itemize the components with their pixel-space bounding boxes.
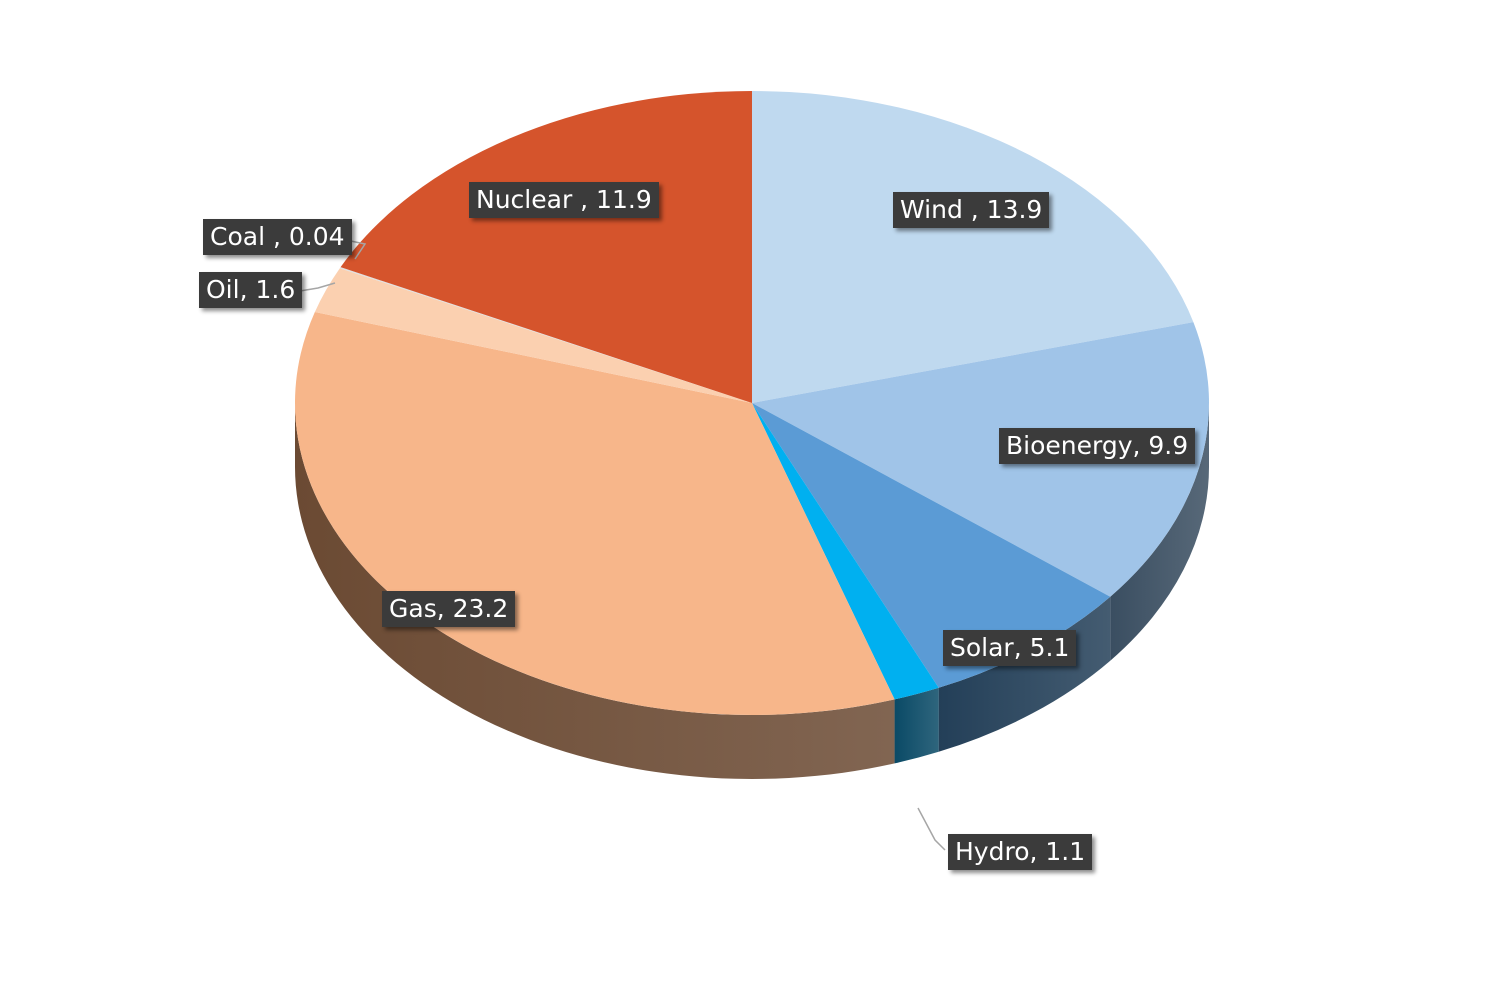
data-label-hydro: Hydro, 1.1: [948, 834, 1093, 870]
pie-slice-wind: [752, 91, 1194, 403]
pie-slice-hydro: [752, 403, 939, 700]
data-label-oil: Oil, 1.6: [199, 272, 303, 308]
pie-side-gas: [295, 403, 895, 779]
data-label-bioenergy: Bioenergy, 9.9: [999, 428, 1196, 464]
pie-slice-solar: [752, 403, 1111, 688]
data-label-coal: Coal , 0.04: [203, 219, 352, 255]
pie-slice-bioenergy: [752, 322, 1209, 597]
data-label-solar: Solar, 5.1: [943, 630, 1077, 666]
data-label-gas: Gas, 23.2: [382, 591, 516, 627]
leader-line-oil: [299, 282, 336, 292]
leader-line-coal: [345, 239, 367, 260]
pie-slice-coal: [339, 267, 752, 403]
pie-top-faces: [295, 91, 1209, 716]
pie-side-hydro: [894, 687, 939, 764]
leader-line-hydro: [917, 807, 946, 851]
data-label-nuclear: Nuclear , 11.9: [469, 182, 659, 218]
leader-lines: [299, 239, 946, 851]
pie-slice-nuclear: [340, 91, 752, 403]
pie-slice-oil: [314, 268, 752, 403]
pie-side-bioenergy: [1110, 403, 1209, 661]
data-label-wind: Wind , 13.9: [893, 192, 1050, 228]
